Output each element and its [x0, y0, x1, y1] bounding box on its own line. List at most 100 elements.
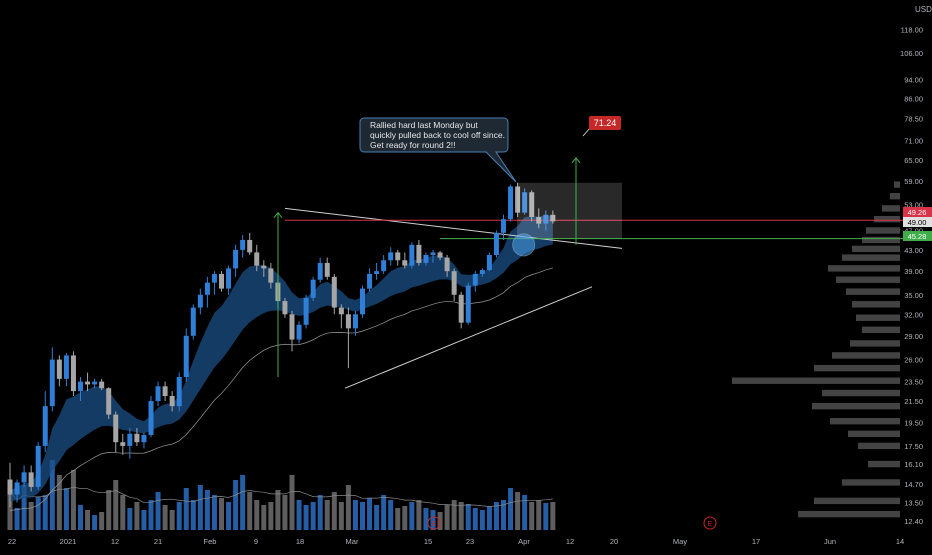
measure-box[interactable] — [517, 182, 622, 239]
volume-bar — [261, 505, 267, 530]
earnings-marker-text: E — [432, 521, 437, 528]
volume-profile-bar — [890, 192, 900, 200]
descending-trend-line[interactable] — [284, 207, 623, 249]
earnings-marker[interactable]: E — [703, 516, 717, 530]
volume-bar — [282, 495, 288, 530]
volume-bar — [78, 505, 83, 530]
annotation-callout[interactable]: Rallied hard last Monday but quickly pul… — [359, 117, 517, 183]
volume-bar — [536, 500, 542, 530]
price-badges: 49.26 49.00 45.28 — [903, 207, 932, 241]
green-line-badge-text: 45.28 — [908, 232, 927, 241]
candle-body — [162, 386, 168, 397]
candle-body — [226, 268, 232, 289]
price-tick-label: 118.00 — [901, 26, 923, 35]
time-tick-label: 14 — [896, 537, 904, 546]
overlay-drawings[interactable] — [273, 127, 622, 378]
volume-bar — [367, 498, 373, 530]
volume-bar — [472, 508, 478, 530]
volume-profile-bar — [848, 430, 900, 437]
candle-body — [268, 268, 274, 283]
earnings-marker-text: E — [708, 521, 713, 528]
volume-profile-bar — [814, 497, 900, 505]
candle-body — [7, 479, 13, 495]
candle-body — [78, 381, 83, 392]
volume-bar — [141, 510, 147, 530]
volume-bar — [169, 510, 175, 530]
time-tick-label: 15 — [424, 537, 432, 546]
candle-body — [324, 262, 330, 277]
candle-body — [56, 359, 62, 379]
earnings-marker[interactable]: E — [427, 516, 441, 530]
volume-bar — [240, 475, 246, 530]
candle-body — [352, 314, 358, 329]
target-price-label[interactable]: 71.24 — [589, 116, 621, 130]
time-tick-label: 17 — [752, 537, 760, 546]
time-tick-label: 23 — [466, 537, 474, 546]
volume-bar — [92, 515, 98, 530]
candle-body — [28, 472, 34, 487]
volume-bar — [529, 502, 535, 530]
candle-body — [515, 186, 521, 213]
volume-profile-bar — [828, 265, 900, 272]
price-tick-label: 12.40 — [904, 517, 923, 526]
price-tick-label: 21.50 — [904, 397, 923, 406]
price-tick-label: 106.00 — [900, 49, 923, 58]
candle-body — [303, 297, 309, 325]
volume-profile-bar — [862, 236, 900, 244]
candle-body — [465, 285, 471, 323]
volume-profile-bar — [842, 254, 900, 261]
candle-body — [395, 252, 401, 261]
annotation-line-1: Rallied hard last Monday but — [370, 120, 478, 130]
price-tick-label: 14.70 — [904, 480, 923, 489]
volume-profile-bar — [822, 389, 900, 397]
volume-bar — [233, 480, 239, 530]
volume-bar — [543, 503, 549, 530]
candlesticks — [7, 182, 556, 508]
red-line-badge — [903, 207, 932, 217]
candle-body — [85, 381, 91, 385]
volume-bar — [70, 470, 76, 530]
volume-bar — [451, 500, 457, 530]
volume-bar — [226, 502, 232, 530]
volume-bar — [176, 502, 182, 530]
volume-bar — [56, 475, 62, 530]
volume-bar — [444, 505, 450, 530]
target-label-text: 71.24 — [594, 118, 617, 128]
price-axis[interactable]: 118.00 106.00 94.00 86.00 78.50 71.00 65.00 59.… — [900, 26, 923, 526]
candle-body — [472, 273, 478, 286]
last-price-badge-text: 49.00 — [908, 218, 927, 227]
candle-body — [35, 445, 41, 487]
candle-body — [63, 355, 69, 379]
candle-body — [338, 307, 344, 315]
volume-profile-bar — [894, 181, 900, 188]
candle-body — [310, 279, 316, 298]
volume-bar — [35, 497, 41, 530]
volume-average-line — [9, 486, 553, 507]
candle-body — [416, 244, 422, 263]
highlight-circle — [512, 233, 536, 257]
volume-profile-bar — [882, 205, 900, 212]
price-tick-label: 53.00 — [904, 200, 923, 209]
ascending-trend-line[interactable] — [344, 286, 593, 389]
volume-bar — [416, 500, 422, 530]
volume-bar — [21, 485, 27, 530]
volume-bar — [465, 504, 471, 530]
time-tick-label: May — [673, 537, 687, 546]
candle-body — [14, 482, 20, 495]
price-tick-label: 86.00 — [904, 95, 923, 104]
volume-bar — [289, 475, 295, 530]
volume-bar — [106, 490, 112, 530]
volume-bar — [7, 492, 13, 530]
volume-bar — [120, 495, 126, 530]
candle-body — [183, 335, 189, 378]
volume-bar — [211, 495, 217, 530]
volume-bar — [49, 460, 55, 530]
volume-bar — [338, 502, 344, 530]
time-axis[interactable]: 22 2021 12 21 Feb 9 18 Mar 15 23 Apr 12 20 May 17 Jun 14 — [8, 537, 904, 546]
candle-body — [374, 271, 380, 274]
volume-bar — [501, 500, 506, 530]
price-tick-label: 23.50 — [904, 378, 923, 387]
candle-body — [479, 270, 485, 274]
